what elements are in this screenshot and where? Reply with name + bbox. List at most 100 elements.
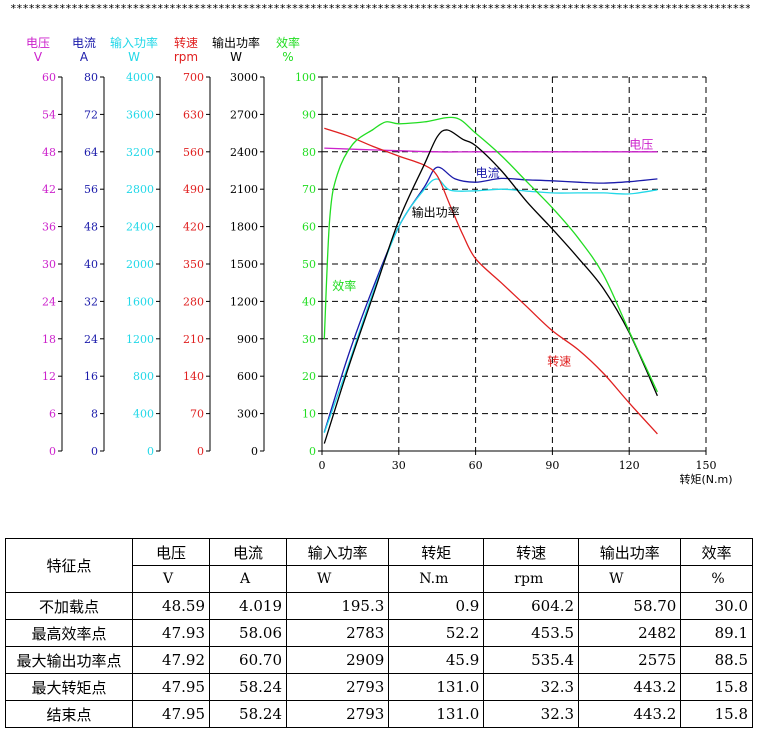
axis-unit: W bbox=[128, 50, 140, 64]
y-tick-label: 800 bbox=[133, 370, 154, 383]
row-label: 最高效率点 bbox=[5, 619, 133, 647]
axis-unit: rpm bbox=[174, 50, 198, 64]
col-unit: W bbox=[285, 565, 390, 593]
x-tick-label: 150 bbox=[696, 459, 717, 472]
y-tick-label: 50 bbox=[302, 258, 316, 271]
col-unit: % bbox=[680, 565, 753, 593]
y-tick-label: 2800 bbox=[126, 183, 154, 196]
table-cell: 48.59 bbox=[132, 592, 210, 620]
series-line-电压 bbox=[324, 147, 658, 153]
table-cell: 131.0 bbox=[388, 700, 485, 728]
y-tick-label: 32 bbox=[84, 295, 98, 308]
y-tick-label: 48 bbox=[42, 146, 56, 159]
y-tick-label: 60 bbox=[42, 71, 56, 84]
y-tick-label: 900 bbox=[237, 333, 258, 346]
y-tick-label: 3600 bbox=[126, 108, 154, 121]
y-tick-label: 3000 bbox=[230, 71, 258, 84]
x-tick-label: 90 bbox=[545, 459, 559, 472]
col-name: 输入功率 bbox=[285, 538, 390, 566]
table-row: 最大转矩点 47.95 58.24 2793 131.0 32.3 443.2 … bbox=[5, 673, 753, 701]
y-tick-label: 18 bbox=[42, 333, 56, 346]
axis-title: 输出功率 bbox=[212, 35, 260, 50]
y-tick-label: 0 bbox=[251, 445, 258, 458]
axis-title: 电压 bbox=[26, 36, 50, 50]
table-cell: 60.70 bbox=[209, 646, 287, 674]
table-cell: 0.9 bbox=[388, 592, 485, 620]
table-cell: 58.24 bbox=[209, 700, 287, 728]
y-tick-label: 72 bbox=[84, 108, 98, 121]
y-tick-label: 280 bbox=[183, 295, 204, 308]
table-cell: 4.019 bbox=[209, 592, 287, 620]
series-label: 电流 bbox=[476, 166, 500, 180]
axis-title: 输入功率 bbox=[110, 35, 158, 50]
table-cell: 443.2 bbox=[578, 700, 682, 728]
table-cell: 2909 bbox=[285, 646, 390, 674]
characteristic-points-table: 特征点 电压 电流 输入功率 转矩 转速 输出功率 效率 V A W N.m r… bbox=[5, 538, 753, 728]
x-axis-label: 转矩(N.m) bbox=[679, 472, 732, 486]
series-label: 电压 bbox=[629, 138, 653, 152]
x-tick-label: 30 bbox=[392, 459, 406, 472]
table-cell: 47.95 bbox=[132, 700, 210, 728]
y-tick-label: 80 bbox=[84, 71, 98, 84]
row-label: 最大转矩点 bbox=[5, 673, 133, 701]
y-tick-label: 700 bbox=[183, 71, 204, 84]
y-tick-label: 6 bbox=[49, 408, 56, 421]
y-tick-label: 2400 bbox=[230, 146, 258, 159]
y-tick-label: 80 bbox=[302, 146, 316, 159]
col-unit: N.m bbox=[388, 565, 485, 593]
col-name: 输出功率 bbox=[578, 538, 682, 566]
motor-performance-chart: 电压V06121824303642485460电流A08162432404856… bbox=[26, 35, 733, 486]
table-cell: 47.95 bbox=[132, 673, 210, 701]
table-cell: 2793 bbox=[285, 700, 390, 728]
table-header-row: 特征点 电压 电流 输入功率 转矩 转速 输出功率 效率 bbox=[5, 538, 753, 593]
col-name: 电压 bbox=[132, 538, 210, 566]
table-row: 不加载点 48.59 4.019 195.3 0.9 604.2 58.70 3… bbox=[5, 592, 753, 620]
series-line-电流 bbox=[323, 166, 658, 433]
table-cell: 15.8 bbox=[680, 673, 753, 701]
y-tick-label: 30 bbox=[42, 258, 56, 271]
table-row: 最大输出功率点 47.92 60.70 2909 45.9 535.4 2575… bbox=[5, 646, 753, 674]
y-tick-label: 24 bbox=[42, 295, 56, 308]
y-tick-label: 420 bbox=[183, 221, 204, 234]
axis-unit: V bbox=[34, 50, 43, 64]
table-cell: 535.4 bbox=[483, 646, 580, 674]
table-cell: 15.8 bbox=[680, 700, 753, 728]
series-line-转速 bbox=[324, 127, 658, 435]
y-tick-label: 0 bbox=[49, 445, 56, 458]
table-cell: 195.3 bbox=[285, 592, 390, 620]
y-tick-label: 90 bbox=[302, 108, 316, 121]
col-name: 转矩 bbox=[388, 538, 485, 566]
y-tick-label: 8 bbox=[91, 408, 98, 421]
y-tick-label: 20 bbox=[302, 370, 316, 383]
col-unit: rpm bbox=[483, 565, 580, 593]
header-label: 特征点 bbox=[5, 538, 133, 593]
y-tick-label: 1200 bbox=[230, 295, 258, 308]
row-label: 最大输出功率点 bbox=[5, 646, 133, 674]
y-tick-label: 2400 bbox=[126, 221, 154, 234]
axis-unit: W bbox=[230, 50, 242, 64]
axis-title: 效率 bbox=[276, 35, 300, 50]
series-label: 输出功率 bbox=[412, 205, 460, 220]
table-cell: 2793 bbox=[285, 673, 390, 701]
y-tick-label: 630 bbox=[183, 108, 204, 121]
table-cell: 2482 bbox=[578, 619, 682, 647]
y-tick-label: 54 bbox=[42, 108, 56, 121]
y-tick-label: 560 bbox=[183, 146, 204, 159]
col-name: 效率 bbox=[680, 538, 753, 566]
col-name: 转速 bbox=[483, 538, 580, 566]
table-cell: 443.2 bbox=[578, 673, 682, 701]
table-cell: 45.9 bbox=[388, 646, 485, 674]
y-tick-label: 2000 bbox=[126, 258, 154, 271]
y-tick-label: 70 bbox=[190, 408, 204, 421]
table-cell: 58.06 bbox=[209, 619, 287, 647]
y-tick-label: 2100 bbox=[230, 183, 258, 196]
x-tick-label: 0 bbox=[319, 459, 326, 472]
table-row: 最高效率点 47.93 58.06 2783 52.2 453.5 2482 8… bbox=[5, 619, 753, 647]
series-line-输出功率 bbox=[323, 129, 658, 444]
y-tick-label: 0 bbox=[197, 445, 204, 458]
y-tick-label: 40 bbox=[84, 258, 98, 271]
table-cell: 52.2 bbox=[388, 619, 485, 647]
table-cell: 32.3 bbox=[483, 673, 580, 701]
table-cell: 453.5 bbox=[483, 619, 580, 647]
y-tick-label: 1600 bbox=[126, 295, 154, 308]
